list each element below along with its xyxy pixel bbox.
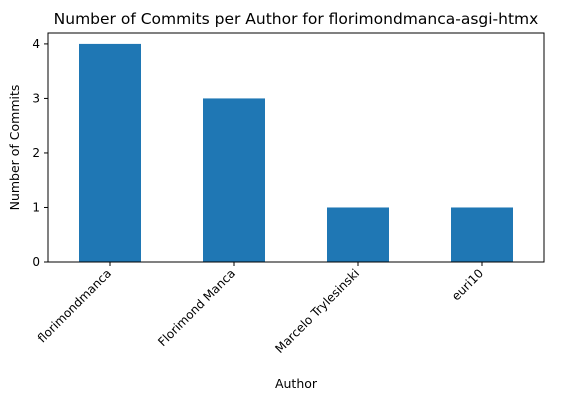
x-tick-label: Florimond Manca [155, 266, 238, 349]
y-axis-label: Number of Commits [7, 85, 22, 211]
bar-3 [451, 207, 513, 262]
y-ticks: 0 1 2 3 4 [32, 37, 48, 269]
x-axis-label: Author [275, 376, 318, 391]
y-tick-label: 1 [32, 200, 40, 214]
y-tick-label: 4 [32, 37, 40, 51]
y-tick-label: 2 [32, 146, 40, 160]
bar-2 [327, 207, 389, 262]
bar-0 [79, 43, 141, 263]
bars [79, 43, 513, 263]
plot-frame [47, 32, 545, 263]
bar-1 [203, 98, 265, 262]
x-tick-label: Marcelo Trylesinski [272, 266, 362, 356]
y-tick-label: 3 [32, 91, 40, 105]
y-tick-label: 0 [32, 255, 40, 269]
x-ticks: florimondmanca Florimond Manca Marcelo Try… [35, 262, 486, 356]
x-tick-label: euri10 [449, 266, 486, 303]
chart-title: Number of Commits per Author for florimo… [54, 10, 539, 28]
x-tick-label: florimondmanca [35, 266, 114, 345]
